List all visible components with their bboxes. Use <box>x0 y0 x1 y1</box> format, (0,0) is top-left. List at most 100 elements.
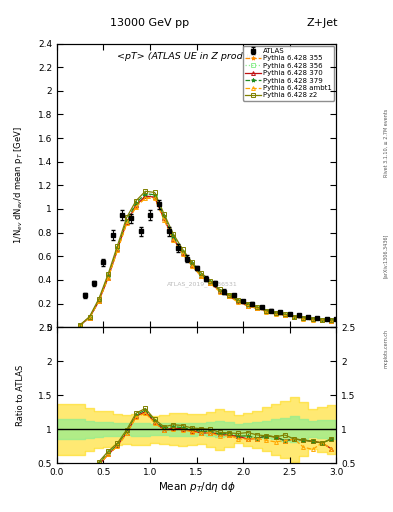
Pythia 6.428 356 <box>227 293 231 300</box>
Pythia 6.428 z2 <box>292 313 296 319</box>
Pythia 6.428 z2 <box>329 317 334 323</box>
Pythia 6.428 355 <box>329 317 334 323</box>
Pythia 6.428 ambt1 <box>97 298 101 304</box>
Pythia 6.428 370 <box>273 310 278 316</box>
Pythia 6.428 z2 <box>78 322 83 328</box>
Pythia 6.428 ambt1 <box>106 274 110 281</box>
Pythia 6.428 370 <box>152 194 157 200</box>
Pythia 6.428 z2 <box>134 198 138 204</box>
Pythia 6.428 355 <box>264 308 269 314</box>
Pythia 6.428 370 <box>310 316 315 322</box>
Pythia 6.428 370 <box>106 274 110 281</box>
Pythia 6.428 356 <box>292 313 296 319</box>
Pythia 6.428 355 <box>124 220 129 226</box>
Pythia 6.428 ambt1 <box>283 312 287 318</box>
Pythia 6.428 356 <box>152 193 157 199</box>
Pythia 6.428 370 <box>189 262 194 268</box>
Pythia 6.428 ambt1 <box>255 305 259 311</box>
Pythia 6.428 ambt1 <box>115 247 120 253</box>
Text: Z+Jet: Z+Jet <box>307 17 338 28</box>
Pythia 6.428 355 <box>189 262 194 268</box>
Pythia 6.428 379 <box>283 312 287 318</box>
Pythia 6.428 z2 <box>199 270 204 276</box>
Line: Pythia 6.428 ambt1: Pythia 6.428 ambt1 <box>78 197 333 327</box>
Pythia 6.428 379 <box>162 213 166 219</box>
Pythia 6.428 356 <box>106 272 110 278</box>
Pythia 6.428 355 <box>255 305 259 311</box>
Pythia 6.428 356 <box>310 316 315 322</box>
Pythia 6.428 355 <box>208 279 213 285</box>
Pythia 6.428 379 <box>329 317 334 323</box>
Pythia 6.428 356 <box>199 272 204 278</box>
Pythia 6.428 356 <box>208 279 213 285</box>
Pythia 6.428 379 <box>171 233 176 239</box>
Pythia 6.428 356 <box>264 308 269 314</box>
Pythia 6.428 ambt1 <box>78 322 83 328</box>
Pythia 6.428 ambt1 <box>236 300 241 306</box>
Pythia 6.428 ambt1 <box>227 293 231 300</box>
Pythia 6.428 355 <box>180 250 185 256</box>
Pythia 6.428 355 <box>162 216 166 222</box>
Pythia 6.428 370 <box>292 313 296 319</box>
Pythia 6.428 z2 <box>106 271 110 277</box>
Pythia 6.428 379 <box>292 313 296 319</box>
Pythia 6.428 355 <box>292 313 296 319</box>
Pythia 6.428 370 <box>124 219 129 225</box>
Text: mcplots.cern.ch: mcplots.cern.ch <box>383 329 388 368</box>
Pythia 6.428 370 <box>217 287 222 293</box>
Pythia 6.428 z2 <box>162 210 166 217</box>
Pythia 6.428 ambt1 <box>245 303 250 309</box>
Pythia 6.428 z2 <box>217 286 222 292</box>
Pythia 6.428 356 <box>124 218 129 224</box>
Pythia 6.428 z2 <box>152 189 157 196</box>
Line: Pythia 6.428 355: Pythia 6.428 355 <box>78 195 333 327</box>
Pythia 6.428 379 <box>310 316 315 322</box>
Pythia 6.428 z2 <box>171 231 176 237</box>
Pythia 6.428 355 <box>301 315 306 321</box>
Pythia 6.428 z2 <box>189 259 194 265</box>
Pythia 6.428 ambt1 <box>87 315 92 321</box>
Pythia 6.428 370 <box>283 312 287 318</box>
Pythia 6.428 ambt1 <box>217 289 222 295</box>
Text: [arXiv:1306.3436]: [arXiv:1306.3436] <box>383 234 388 278</box>
Legend: ATLAS, Pythia 6.428 355, Pythia 6.428 356, Pythia 6.428 370, Pythia 6.428 379, P: ATLAS, Pythia 6.428 355, Pythia 6.428 35… <box>243 46 334 101</box>
Pythia 6.428 z2 <box>97 296 101 302</box>
Pythia 6.428 379 <box>199 272 204 278</box>
Pythia 6.428 z2 <box>320 317 325 323</box>
Pythia 6.428 356 <box>236 298 241 304</box>
Pythia 6.428 355 <box>87 315 92 321</box>
Pythia 6.428 ambt1 <box>162 217 166 223</box>
Pythia 6.428 379 <box>97 297 101 303</box>
Pythia 6.428 z2 <box>245 301 250 307</box>
Pythia 6.428 355 <box>134 204 138 210</box>
Pythia 6.428 379 <box>273 310 278 316</box>
Pythia 6.428 370 <box>301 315 306 321</box>
Pythia 6.428 ambt1 <box>329 318 334 325</box>
Pythia 6.428 356 <box>115 245 120 251</box>
Pythia 6.428 z2 <box>310 316 315 322</box>
Pythia 6.428 370 <box>227 293 231 300</box>
Pythia 6.428 ambt1 <box>208 281 213 287</box>
Pythia 6.428 379 <box>87 315 92 321</box>
Pythia 6.428 379 <box>143 190 148 197</box>
Pythia 6.428 355 <box>78 322 83 328</box>
Pythia 6.428 370 <box>208 281 213 287</box>
Y-axis label: 1/N$_{ev}$ dN$_{ev}$/d mean p$_T$ [GeV]: 1/N$_{ev}$ dN$_{ev}$/d mean p$_T$ [GeV] <box>12 126 25 244</box>
Pythia 6.428 z2 <box>87 313 92 319</box>
Pythia 6.428 355 <box>171 236 176 242</box>
Pythia 6.428 356 <box>134 201 138 207</box>
Pythia 6.428 356 <box>143 191 148 198</box>
Pythia 6.428 355 <box>106 274 110 281</box>
Pythia 6.428 355 <box>115 247 120 253</box>
Pythia 6.428 ambt1 <box>189 263 194 269</box>
Line: Pythia 6.428 356: Pythia 6.428 356 <box>78 193 333 327</box>
Pythia 6.428 379 <box>208 279 213 285</box>
Pythia 6.428 z2 <box>255 304 259 310</box>
Pythia 6.428 355 <box>273 310 278 316</box>
Pythia 6.428 370 <box>134 202 138 208</box>
Line: Pythia 6.428 379: Pythia 6.428 379 <box>78 191 333 327</box>
Pythia 6.428 370 <box>78 322 83 328</box>
Pythia 6.428 355 <box>310 316 315 322</box>
Pythia 6.428 ambt1 <box>292 313 296 319</box>
Pythia 6.428 370 <box>199 273 204 280</box>
